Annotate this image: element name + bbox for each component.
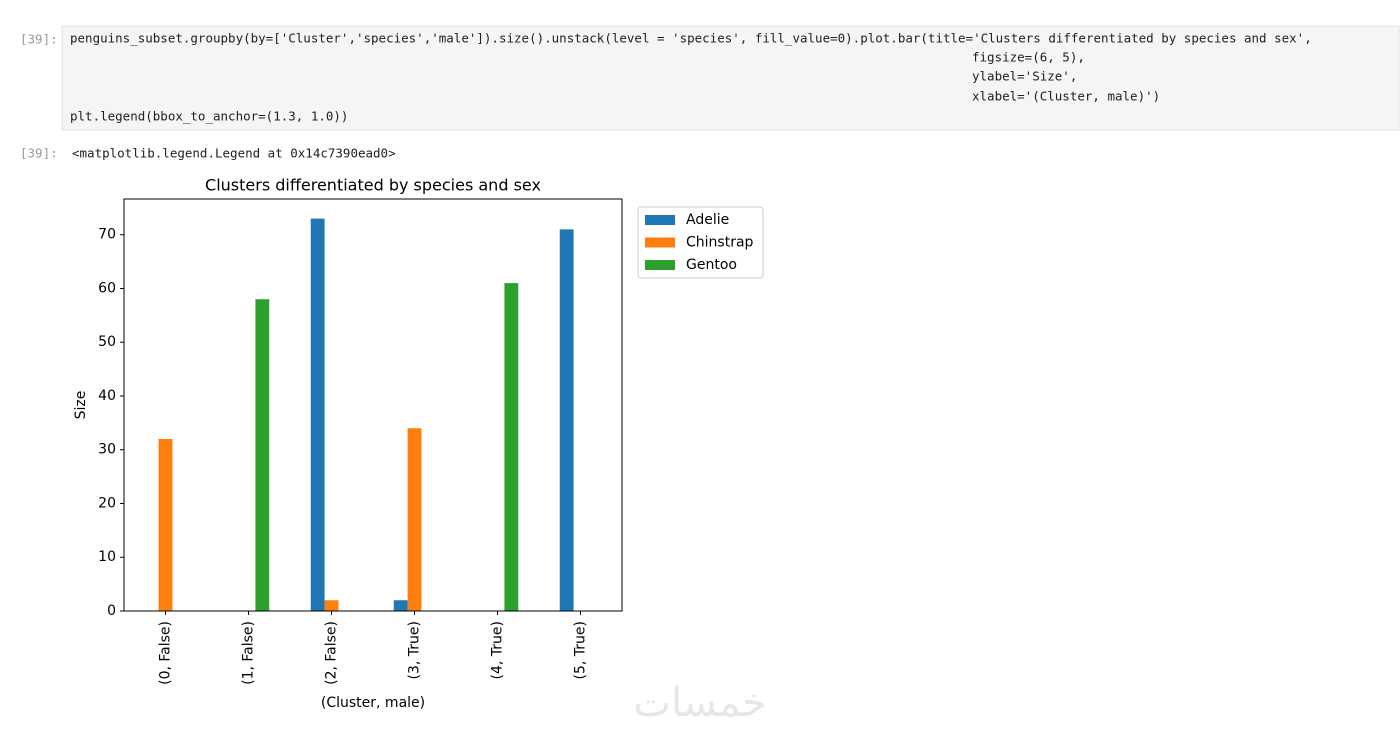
legend-label: Gentoo: [686, 257, 737, 273]
code-line: plt.legend(bbox_to_anchor=(1.3, 1.0)): [70, 109, 348, 124]
x-tick-label: (1, False): [241, 621, 257, 685]
output-prompt: [39]:: [20, 146, 58, 161]
y-tick-label: 70: [98, 227, 116, 243]
y-tick-label: 60: [98, 280, 116, 296]
chart-title: Clusters differentiated by species and s…: [205, 176, 541, 195]
code-cell[interactable]: [61, 25, 1400, 131]
y-tick-label: 20: [98, 495, 116, 511]
legend-label: Chinstrap: [686, 235, 754, 251]
legend-swatch: [645, 260, 675, 270]
x-tick-label: (3, True): [407, 621, 423, 679]
x-tick-label: (4, True): [490, 621, 506, 679]
legend-swatch: [645, 237, 675, 248]
bar: [310, 218, 325, 611]
x-tick-label: (5, True): [573, 621, 589, 679]
y-tick-label: 10: [98, 549, 116, 565]
x-tick-label: (2, False): [324, 621, 340, 685]
y-tick-label: 50: [98, 334, 116, 350]
code-line: xlabel='(Cluster, male)'): [972, 89, 1160, 104]
bar: [324, 600, 339, 611]
watermark: خمسات: [633, 680, 766, 726]
plot-frame: [123, 198, 623, 612]
bar: [504, 283, 519, 611]
x-axis-label: (Cluster, male): [321, 695, 425, 711]
input-prompt: [39]:: [20, 32, 58, 47]
legend-swatch: [645, 215, 675, 225]
code-line: ylabel='Size',: [972, 69, 1077, 84]
y-tick-label: 40: [98, 388, 116, 404]
code-line: figsize=(6, 5),: [972, 50, 1085, 65]
bar: [158, 438, 173, 611]
y-tick-label: 0: [107, 603, 116, 619]
bar: [393, 600, 408, 611]
x-tick-label: (0, False): [158, 621, 174, 685]
y-tick-label: 30: [98, 442, 116, 458]
chart: Clusters differentiated by species and s…: [73, 176, 764, 711]
output-text: <matplotlib.legend.Legend at 0x14c7390ea…: [72, 146, 396, 161]
bar: [407, 428, 422, 611]
y-axis-label: Size: [73, 391, 89, 420]
bar: [255, 299, 270, 611]
legend-label: Adelie: [686, 212, 729, 228]
code-line: penguins_subset.groupby(by=['Cluster','s…: [70, 31, 1312, 46]
bar: [559, 229, 574, 612]
